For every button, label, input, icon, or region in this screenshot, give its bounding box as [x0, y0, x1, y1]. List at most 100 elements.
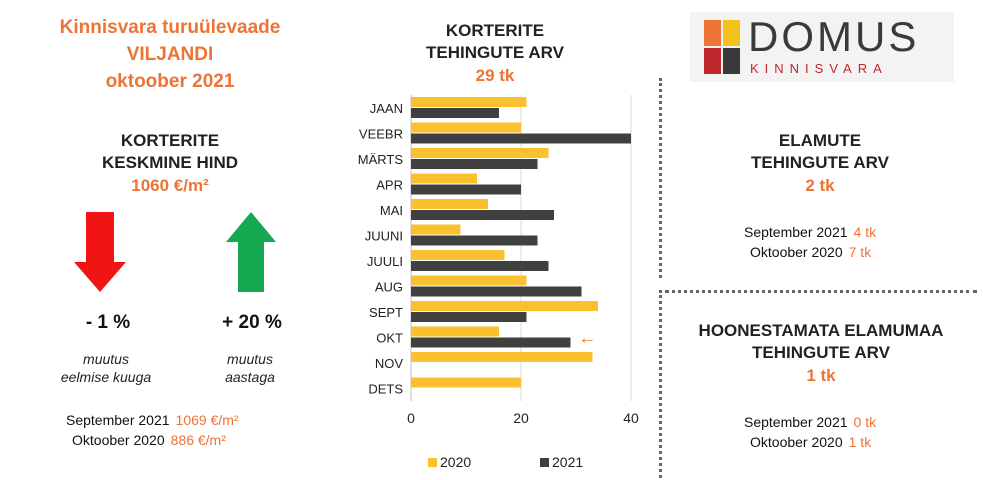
- monthly-change-label: muutus eelmise kuuga: [36, 350, 176, 386]
- price-cmp-label: September 2021: [66, 412, 170, 428]
- land-cmp-value: 1 tk: [848, 434, 872, 450]
- bar-2020: [411, 352, 593, 362]
- divider-horizontal: [665, 290, 977, 293]
- bar-2020: [411, 275, 527, 286]
- bar-2021: [411, 184, 521, 195]
- land-value: 1 tk: [806, 366, 836, 385]
- houses-heading: ELAMUTE TEHINGUTE ARV: [700, 130, 940, 174]
- bar-2020: [411, 148, 549, 158]
- category-label: JUUNI: [365, 228, 403, 243]
- houses-cmp-label: Oktoober 2020: [750, 244, 843, 260]
- bar-2020: [411, 326, 499, 337]
- houses-cmp-value: 7 tk: [848, 244, 872, 260]
- houses-cmp-row: Oktoober 2020 7 tk: [744, 242, 876, 262]
- logo-sub: KINNISVARA: [750, 61, 888, 76]
- annotation-arrow: ←: [579, 328, 597, 348]
- yearly-change-label: muutus aastaga: [180, 350, 320, 386]
- houses-heading-line-2: TEHINGUTE ARV: [751, 153, 889, 172]
- land-heading-line-2: TEHINGUTE ARV: [752, 343, 890, 362]
- houses-heading-line-1: ELAMUTE: [778, 131, 862, 150]
- land-cmp-value: 0 tk: [853, 414, 877, 430]
- x-tick-label: 40: [623, 410, 639, 426]
- price-heading-line-2: KESKMINE HIND: [101, 153, 238, 172]
- bar-2021: [411, 261, 549, 271]
- category-label: JUULI: [367, 254, 403, 269]
- monthly-change: - 1 %: [85, 312, 131, 333]
- yearly-change: + 20 %: [222, 312, 282, 333]
- legend-swatch: [428, 458, 437, 467]
- legend-label: 2021: [552, 454, 583, 470]
- logo: DOMUS KINNISVARA: [690, 12, 954, 82]
- bar-2021: [411, 286, 582, 297]
- apartment-transactions-chart: JAAN VEEBR MÄRTS APR MAI JUUNI JUULI AUG SEPT OKT…: [358, 95, 639, 470]
- bar-2020: [411, 250, 505, 260]
- land-heading: HOONESTAMATA ELAMUMAA TEHINGUTE ARV: [666, 320, 976, 364]
- legend-label: 2020: [440, 454, 471, 470]
- houses-cmp-value: 4 tk: [853, 224, 877, 240]
- price-value: 1060 €/m²: [131, 176, 209, 195]
- x-tick-label: 0: [407, 410, 415, 426]
- title-line-3: oktoober 2021: [105, 71, 235, 92]
- category-label: JAAN: [370, 101, 403, 116]
- legend-swatch: [540, 458, 549, 467]
- land-heading-line-1: HOONESTAMATA ELAMUMAA: [698, 321, 944, 340]
- houses-comparison: September 2021 4 tk Oktoober 2020 7 tk: [744, 222, 876, 262]
- land-cmp-label: September 2021: [744, 414, 848, 430]
- category-label: OKT: [376, 330, 403, 345]
- bar-2020: [411, 173, 477, 184]
- price-heading-line-1: KORTERITE: [120, 131, 220, 150]
- monthly-label-line-2: eelmise kuuga: [60, 369, 152, 385]
- report-title: Kinnisvara turuülevaade VILJANDI oktoobe…: [0, 14, 340, 95]
- land-cmp-row: Oktoober 2020 1 tk: [744, 432, 876, 452]
- monthly-label-line-1: muutus: [83, 351, 129, 367]
- bar-2021: [411, 108, 499, 118]
- x-tick-label: 20: [513, 410, 529, 426]
- divider-vertical-top: [659, 78, 662, 278]
- bar-2020: [411, 224, 461, 235]
- apartments-value: 29 tk: [475, 66, 515, 85]
- apartments-heading-line-1: KORTERITE: [445, 21, 545, 40]
- bar-2020: [411, 122, 521, 133]
- bar-2021: [411, 337, 571, 348]
- category-label: SEPT: [369, 305, 403, 320]
- houses-cmp-row: September 2021 4 tk: [744, 222, 876, 242]
- bar-2021: [411, 312, 527, 322]
- bar-2021: [411, 133, 631, 144]
- land-cmp-label: Oktoober 2020: [750, 434, 843, 450]
- category-label: DETS: [368, 381, 403, 396]
- title-line-1: Kinnisvara turuülevaade: [59, 17, 281, 38]
- category-label: MÄRTS: [358, 152, 404, 167]
- yearly-label-line-1: muutus: [227, 351, 273, 367]
- apartments-heading: KORTERITE TEHINGUTE ARV: [395, 20, 595, 64]
- price-cmp-value: 886 €/m²: [170, 432, 226, 448]
- bar-2020: [411, 199, 488, 209]
- arrow-up-icon: [226, 212, 276, 292]
- price-cmp-row: Oktoober 2020 886 €/m²: [66, 430, 239, 450]
- bar-2021: [411, 210, 554, 220]
- land-comparison: September 2021 0 tk Oktoober 2020 1 tk: [744, 412, 876, 452]
- bar-2021: [411, 235, 538, 246]
- price-comparison: September 2021 1069 €/m² Oktoober 2020 886…: [66, 410, 239, 450]
- category-label: AUG: [375, 279, 403, 294]
- arrow-down-icon: [74, 212, 126, 292]
- logo-name: DOMUS: [748, 13, 920, 60]
- price-cmp-value: 1069 €/m²: [175, 412, 239, 428]
- price-heading: KORTERITE KESKMINE HIND: [40, 130, 300, 174]
- category-label: MAI: [380, 203, 403, 218]
- price-cmp-label: Oktoober 2020: [72, 432, 165, 448]
- bar-2021: [411, 159, 538, 169]
- land-cmp-row: September 2021 0 tk: [744, 412, 876, 432]
- logo-mark-icon: [704, 20, 740, 74]
- divider-vertical-bottom: [659, 290, 662, 478]
- houses-cmp-label: September 2021: [744, 224, 848, 240]
- price-cmp-row: September 2021 1069 €/m²: [66, 410, 239, 430]
- houses-value: 2 tk: [805, 176, 835, 195]
- category-label: VEEBR: [359, 126, 403, 141]
- apartments-heading-line-2: TEHINGUTE ARV: [426, 43, 564, 62]
- bar-2020: [411, 377, 521, 388]
- bar-2020: [411, 301, 598, 311]
- category-label: NOV: [375, 356, 404, 371]
- category-label: APR: [376, 177, 403, 192]
- yearly-label-line-2: aastaga: [225, 369, 275, 385]
- bar-2020: [411, 97, 527, 107]
